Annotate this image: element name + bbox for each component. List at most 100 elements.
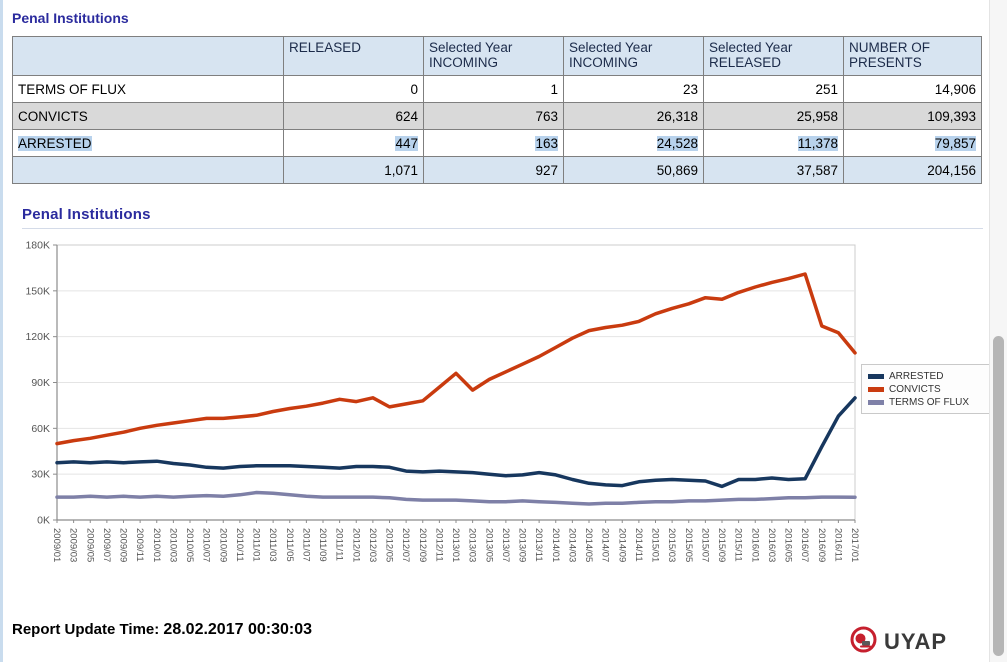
svg-text:2011/05: 2011/05 bbox=[284, 528, 295, 562]
column-header: Selected Year INCOMING bbox=[423, 36, 564, 76]
svg-text:2014/01: 2014/01 bbox=[550, 528, 561, 562]
uyap-logo: UYAP bbox=[850, 626, 947, 658]
svg-text:2015/11: 2015/11 bbox=[733, 528, 744, 562]
svg-text:2011/01: 2011/01 bbox=[251, 528, 262, 562]
svg-text:2009/01: 2009/01 bbox=[51, 528, 62, 562]
svg-text:2010/05: 2010/05 bbox=[184, 528, 195, 562]
row-label[interactable]: TERMS OF FLUX bbox=[12, 75, 284, 103]
series-line-terms-of-flux bbox=[55, 490, 857, 506]
svg-text:2013/11: 2013/11 bbox=[533, 528, 544, 562]
cell-value[interactable]: 927 bbox=[423, 156, 564, 184]
svg-text:180K: 180K bbox=[25, 240, 50, 252]
legend-item: ARRESTED bbox=[868, 370, 984, 383]
svg-text:2014/09: 2014/09 bbox=[616, 528, 627, 562]
svg-text:2016/03: 2016/03 bbox=[766, 528, 777, 562]
svg-text:2011/03: 2011/03 bbox=[267, 528, 278, 562]
svg-text:60K: 60K bbox=[31, 423, 50, 435]
legend-item: TERMS OF FLUX bbox=[868, 396, 984, 409]
svg-text:120K: 120K bbox=[25, 331, 50, 343]
table-row[interactable]: 1,071 927 50,869 37,587 204,156 bbox=[12, 156, 982, 184]
legend-label: CONVICTS bbox=[889, 384, 941, 395]
svg-text:2012/11: 2012/11 bbox=[433, 528, 444, 562]
svg-text:2016/01: 2016/01 bbox=[749, 528, 760, 562]
cell-value[interactable]: 204,156 bbox=[843, 156, 982, 184]
penal-institutions-table: RELEASED Selected Year INCOMING Selected Y… bbox=[12, 36, 982, 184]
svg-text:2012/07: 2012/07 bbox=[400, 528, 411, 562]
cell-value[interactable]: 11,378 bbox=[703, 129, 844, 157]
chart-legend: ARRESTED CONVICTS TERMS OF FLUX bbox=[861, 364, 990, 414]
y-axis: 0K 30K 60K 90K 120K 150K 180K bbox=[25, 240, 854, 527]
svg-text:30K: 30K bbox=[31, 469, 50, 481]
svg-text:2015/05: 2015/05 bbox=[683, 528, 694, 562]
table-section-title: Penal Institutions bbox=[12, 10, 129, 26]
cell-value[interactable]: 1 bbox=[423, 75, 564, 103]
table-header: RELEASED Selected Year INCOMING Selected Y… bbox=[12, 36, 982, 76]
report-update-datetime: 28.02.2017 00:30:03 bbox=[163, 621, 312, 638]
svg-text:2010/01: 2010/01 bbox=[151, 528, 162, 562]
svg-text:2013/01: 2013/01 bbox=[450, 528, 461, 562]
svg-text:2010/11: 2010/11 bbox=[234, 528, 245, 562]
svg-text:2011/11: 2011/11 bbox=[334, 528, 345, 561]
cell-value[interactable]: 1,071 bbox=[283, 156, 424, 184]
cell-value[interactable]: 79,857 bbox=[843, 129, 982, 157]
row-label[interactable] bbox=[12, 156, 284, 184]
cell-value[interactable]: 50,869 bbox=[563, 156, 704, 184]
svg-text:2015/09: 2015/09 bbox=[716, 528, 727, 562]
table-row[interactable]: ARRESTED 447 163 24,528 11,378 79,857 bbox=[12, 129, 982, 157]
uyap-logo-text: UYAP bbox=[884, 629, 948, 654]
svg-text:2014/03: 2014/03 bbox=[566, 528, 577, 562]
series-line-arrested bbox=[55, 396, 857, 489]
svg-text:2010/03: 2010/03 bbox=[167, 528, 178, 562]
cell-value[interactable]: 14,906 bbox=[843, 75, 982, 103]
svg-text:2011/09: 2011/09 bbox=[317, 528, 328, 562]
panel-left-border bbox=[0, 0, 3, 662]
legend-swatch-icon bbox=[868, 400, 884, 405]
uyap-logo-icon bbox=[850, 626, 877, 658]
cell-value[interactable]: 251 bbox=[703, 75, 844, 103]
svg-text:2013/05: 2013/05 bbox=[483, 528, 494, 562]
vertical-scrollbar[interactable] bbox=[989, 0, 1007, 662]
table-row[interactable]: TERMS OF FLUX 0 1 23 251 14,906 bbox=[12, 75, 982, 103]
cell-value[interactable]: 0 bbox=[283, 75, 424, 103]
svg-text:2009/05: 2009/05 bbox=[84, 528, 95, 562]
svg-text:2009/07: 2009/07 bbox=[101, 528, 112, 562]
svg-text:2016/05: 2016/05 bbox=[783, 528, 794, 562]
column-header: Selected Year INCOMING bbox=[563, 36, 704, 76]
svg-text:2009/03: 2009/03 bbox=[68, 528, 79, 562]
svg-text:2010/07: 2010/07 bbox=[201, 528, 212, 562]
svg-text:2013/09: 2013/09 bbox=[517, 528, 528, 562]
svg-text:2015/01: 2015/01 bbox=[650, 528, 661, 562]
report-update-time: Report Update Time: 28.02.2017 00:30:03 bbox=[12, 621, 312, 639]
column-header bbox=[12, 36, 284, 76]
column-header: Selected Year RELEASED bbox=[703, 36, 844, 76]
cell-value[interactable]: 109,393 bbox=[843, 102, 982, 130]
report-update-label: Report Update Time: bbox=[12, 621, 160, 638]
cell-value[interactable]: 763 bbox=[423, 102, 564, 130]
svg-text:2012/05: 2012/05 bbox=[384, 528, 395, 562]
cell-value[interactable]: 447 bbox=[283, 129, 424, 157]
cell-value[interactable]: 37,587 bbox=[703, 156, 844, 184]
cell-value[interactable]: 25,958 bbox=[703, 102, 844, 130]
chart-title-divider bbox=[22, 228, 983, 229]
cell-value[interactable]: 624 bbox=[283, 102, 424, 130]
chart-section-title: Penal Institutions bbox=[22, 206, 151, 223]
svg-text:2011/07: 2011/07 bbox=[300, 528, 311, 562]
column-header: RELEASED bbox=[283, 36, 424, 76]
scrollbar-thumb[interactable] bbox=[993, 336, 1004, 656]
svg-text:2013/03: 2013/03 bbox=[467, 528, 478, 562]
row-label[interactable]: ARRESTED bbox=[12, 129, 284, 157]
table-row[interactable]: CONVICTS 624 763 26,318 25,958 109,393 bbox=[12, 102, 982, 130]
cell-value[interactable]: 23 bbox=[563, 75, 704, 103]
cell-value[interactable]: 24,528 bbox=[563, 129, 704, 157]
series-line-convicts bbox=[55, 272, 857, 446]
svg-text:2016/07: 2016/07 bbox=[799, 528, 810, 562]
svg-text:2014/07: 2014/07 bbox=[600, 528, 611, 562]
row-label[interactable]: CONVICTS bbox=[12, 102, 284, 130]
cell-value[interactable]: 163 bbox=[423, 129, 564, 157]
svg-text:90K: 90K bbox=[31, 377, 50, 389]
cell-value[interactable]: 26,318 bbox=[563, 102, 704, 130]
legend-label: TERMS OF FLUX bbox=[889, 397, 970, 408]
svg-text:2012/01: 2012/01 bbox=[350, 528, 361, 562]
